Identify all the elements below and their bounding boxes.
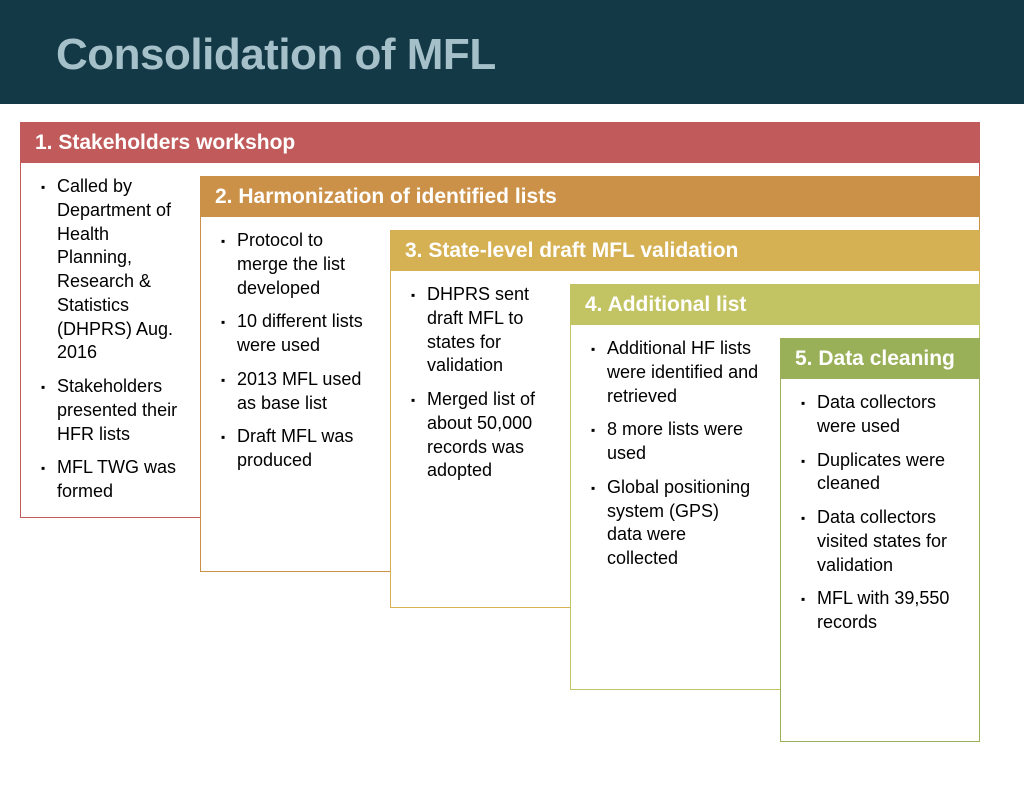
bullet-item: Additional HF lists were identified and …: [591, 337, 759, 408]
bullet-item: 10 different lists were used: [221, 310, 379, 358]
step-5-bullet-list: Data collectors were used Duplicates were…: [801, 391, 969, 635]
step-1-bullet-list: Called by Department of Health Planning,…: [41, 175, 189, 504]
step-4-header: 4. Additional list: [571, 285, 979, 325]
step-5-body: Data collectors were used Duplicates were…: [781, 379, 981, 657]
bullet-item: MFL TWG was formed: [41, 456, 189, 504]
bullet-item: Data collectors visited states for valid…: [801, 506, 969, 577]
bullet-item: Called by Department of Health Planning,…: [41, 175, 189, 365]
step-3-bullet-list: DHPRS sent draft MFL to states for valid…: [411, 283, 559, 483]
bullet-item: Stakeholders presented their HFR lists: [41, 375, 189, 446]
step-5-header: 5. Data cleaning: [781, 339, 979, 379]
step-2-body: Protocol to merge the list developed 10 d…: [201, 217, 391, 495]
bullet-item: Draft MFL was produced: [221, 425, 379, 473]
slide-title: Consolidation of MFL: [56, 30, 968, 80]
step-3-body: DHPRS sent draft MFL to states for valid…: [391, 271, 571, 505]
bullet-item: Protocol to merge the list developed: [221, 229, 379, 300]
bullet-item: Global positioning system (GPS) data wer…: [591, 476, 759, 571]
step-3-header: 3. State-level draft MFL validation: [391, 231, 979, 271]
step-2-bullet-list: Protocol to merge the list developed 10 d…: [221, 229, 379, 473]
bullet-item: MFL with 39,550 records: [801, 587, 969, 635]
steps-stage: 1. Stakeholders workshop Called by Depart…: [20, 122, 1004, 762]
step-4-bullet-list: Additional HF lists were identified and …: [591, 337, 759, 571]
step-4-body: Additional HF lists were identified and …: [571, 325, 771, 593]
bullet-item: Merged list of about 50,000 records was …: [411, 388, 559, 483]
bullet-item: DHPRS sent draft MFL to states for valid…: [411, 283, 559, 378]
bullet-item: Data collectors were used: [801, 391, 969, 439]
bullet-item: 2013 MFL used as base list: [221, 368, 379, 416]
step-2-header: 2. Harmonization of identified lists: [201, 177, 979, 217]
bullet-item: 8 more lists were used: [591, 418, 759, 466]
slide-header: Consolidation of MFL: [0, 0, 1024, 104]
step-1-body: Called by Department of Health Planning,…: [21, 163, 201, 526]
step-1-header: 1. Stakeholders workshop: [21, 123, 979, 163]
bullet-item: Duplicates were cleaned: [801, 449, 969, 497]
step-5: 5. Data cleaning Data collectors were use…: [780, 338, 980, 742]
